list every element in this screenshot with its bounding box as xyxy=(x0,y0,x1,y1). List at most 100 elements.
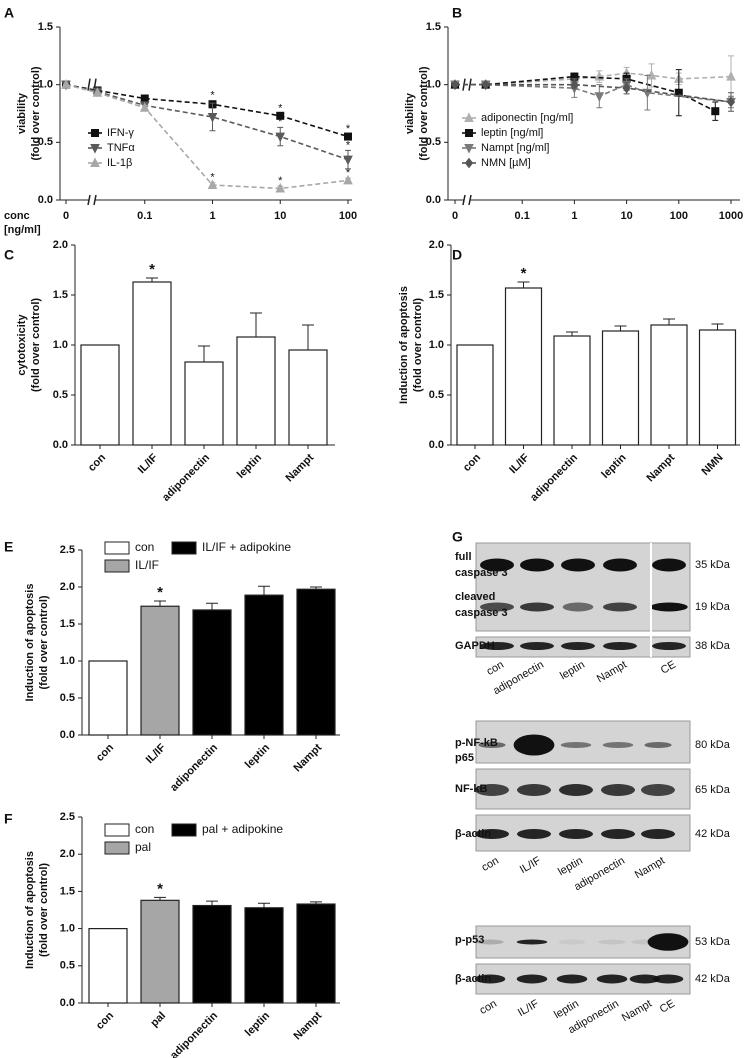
blot-band xyxy=(601,829,635,839)
lane-label: Nampt xyxy=(633,855,667,882)
significance: * xyxy=(346,167,351,179)
legend-label: TNFα xyxy=(107,142,135,154)
panel-letter: A xyxy=(4,5,14,21)
blot-row-label: β-actin xyxy=(455,973,491,985)
bar xyxy=(288,349,328,446)
bar xyxy=(140,605,180,736)
y-axis-label: viability xyxy=(404,92,416,134)
x-tick-label: adiponectin xyxy=(168,741,220,793)
bar xyxy=(553,335,591,446)
blot-band xyxy=(641,784,675,796)
lane-label: con xyxy=(485,659,506,678)
lane-label: IL/IF xyxy=(516,998,541,1020)
x-tick-label: NMN xyxy=(699,452,725,478)
bar xyxy=(698,329,737,446)
y-tick-label: 0.5 xyxy=(60,960,75,972)
legend-label: IL/IF xyxy=(135,558,159,572)
blot-band xyxy=(475,829,509,839)
blot-band xyxy=(641,829,675,839)
error-bar xyxy=(711,323,724,330)
blot-kda: 65 kDa xyxy=(695,784,731,796)
series-line xyxy=(455,72,732,86)
lane-label: leptin xyxy=(552,998,581,1022)
blot-band xyxy=(517,784,551,796)
marker xyxy=(344,132,352,141)
x-tick-label: Nampt xyxy=(291,1009,324,1042)
x-tick-label: adiponectin xyxy=(528,451,580,503)
y-tick-label: 1.0 xyxy=(60,655,75,667)
blot-band xyxy=(480,602,514,612)
blot-band xyxy=(556,974,588,984)
legend-swatch xyxy=(104,841,130,855)
legend-swatch xyxy=(104,559,130,573)
x-tick-label: con xyxy=(94,1009,117,1032)
y-tick-label: 0.5 xyxy=(429,389,444,401)
marker xyxy=(139,102,150,112)
error-bar xyxy=(154,600,166,607)
legend-label: IFN-γ xyxy=(107,127,134,139)
error-bar xyxy=(566,331,578,336)
y-tick-label: 0.5 xyxy=(426,136,441,148)
x-tick-label: 10 xyxy=(620,210,632,222)
blot-row-label: NF-kB xyxy=(455,783,487,795)
bar xyxy=(132,281,172,446)
x-tick-label: Nampt xyxy=(283,451,316,484)
bar xyxy=(296,903,336,1004)
legend-label: pal + adipokine xyxy=(202,822,283,836)
x-tick-label: IL/IF xyxy=(507,451,532,476)
axis-break xyxy=(87,78,91,91)
x-tick-label: leptin xyxy=(235,452,264,481)
x-tick-label: con xyxy=(94,741,117,764)
significance: * xyxy=(210,90,215,102)
marker xyxy=(207,112,218,123)
marker xyxy=(465,129,473,137)
blot-band xyxy=(602,742,634,748)
y-tick-label: 2.5 xyxy=(60,544,75,556)
blot-band xyxy=(476,939,504,945)
panel-letter: E xyxy=(4,539,13,555)
legend-label: leptin [ng/ml] xyxy=(481,127,543,139)
blot-row-label: p-NF-kB xyxy=(455,737,498,749)
bar xyxy=(80,344,120,446)
marker xyxy=(90,157,100,167)
blot-band xyxy=(561,642,595,650)
blot-band xyxy=(650,602,688,612)
y-tick-label: 2.0 xyxy=(429,239,444,251)
marker xyxy=(464,157,474,169)
blot-membrane xyxy=(475,720,691,764)
x-axis-label: [ng/ml] xyxy=(4,224,41,236)
lane-label: CE xyxy=(658,998,677,1016)
error-bar xyxy=(206,900,218,906)
y-tick-label: 1.5 xyxy=(53,289,68,301)
legend-label: adiponectin [ng/ml] xyxy=(481,112,573,124)
blot-band xyxy=(562,602,594,612)
bar xyxy=(244,907,284,1004)
axis-break xyxy=(87,194,91,206)
blot-band xyxy=(560,742,592,748)
error-bar xyxy=(198,345,210,362)
blot-band xyxy=(520,642,554,650)
y-tick-label: 0.0 xyxy=(53,439,68,451)
y-tick-label: 1.0 xyxy=(53,339,68,351)
bar xyxy=(88,927,128,1004)
x-axis-label: conc xyxy=(4,210,30,222)
error-bar xyxy=(302,324,314,350)
error-bar xyxy=(517,281,530,288)
lane-label: con xyxy=(478,998,499,1017)
marker xyxy=(343,155,353,166)
marker xyxy=(276,111,285,120)
y-tick-label: 1.0 xyxy=(38,79,53,91)
blot-row-label: caspase 3 xyxy=(455,607,508,619)
blot-band xyxy=(598,939,626,945)
panel-letter: B xyxy=(452,5,462,21)
lane-label: IL/IF xyxy=(518,855,543,877)
x-tick-label: 0 xyxy=(63,210,69,222)
y-tick-label: 1.5 xyxy=(429,289,444,301)
bar xyxy=(140,899,180,1004)
x-tick-label: 1 xyxy=(209,210,215,222)
marker xyxy=(275,182,286,193)
blot-band xyxy=(558,939,586,945)
blot-band xyxy=(629,974,661,984)
bar xyxy=(192,904,232,1004)
legend-label: con xyxy=(135,822,154,836)
